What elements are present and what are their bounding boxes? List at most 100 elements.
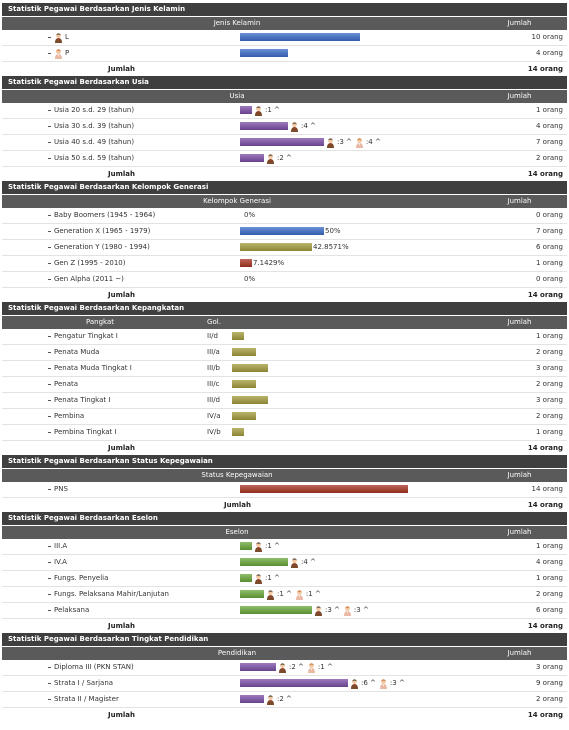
column-header: Eselon xyxy=(225,528,249,536)
stat-row: Generation X (1965 - 1979) 50% 7 orang xyxy=(2,224,567,240)
bullet xyxy=(48,352,51,353)
gender-badge: :2 ^ xyxy=(266,692,292,707)
count-label: 1 orang xyxy=(535,542,563,550)
total-row: Jumlah 14 orang xyxy=(2,62,567,76)
bullet xyxy=(48,610,51,611)
badges: :1 ^ xyxy=(254,103,283,118)
gender-badge: :3 ^ xyxy=(343,603,369,618)
stat-row: Generation Y (1980 - 1994) 42.8571% 6 oran… xyxy=(2,240,567,256)
male-icon xyxy=(55,33,62,43)
bullet xyxy=(48,215,51,216)
stat-row: L 10 orang xyxy=(2,30,567,46)
stat-section: Statistik Pegawai Berdasarkan Jenis Kela… xyxy=(2,3,567,76)
table-header: Jenis Kelamin Jumlah xyxy=(2,16,567,30)
gender-badge: :1 ^ xyxy=(295,587,321,602)
total-value: 14 orang xyxy=(527,501,563,509)
total-label: Jumlah xyxy=(108,65,135,73)
stat-row: Penata Muda Tingkat I III/b 3 orang xyxy=(2,361,567,377)
count-label: 0 orang xyxy=(535,211,563,219)
section-title: Statistik Pegawai Berdasarkan Usia xyxy=(2,76,567,89)
count-label: 4 orang xyxy=(535,49,563,57)
row-label: IV.A xyxy=(54,558,67,566)
bar xyxy=(240,106,252,114)
male-icon xyxy=(351,679,358,689)
gender-badge: :6 ^ xyxy=(350,676,376,691)
bullet xyxy=(48,546,51,547)
percent-label: 50% xyxy=(325,227,341,235)
stat-row: Fungs. Penyelia:1 ^ 1 orang xyxy=(2,571,567,587)
row-label: L xyxy=(65,33,69,41)
badges: :3 ^:3 ^ xyxy=(314,603,372,618)
badge-text: :4 ^ xyxy=(301,558,316,566)
total-label: Jumlah xyxy=(108,711,135,719)
table-header: Eselon Jumlah xyxy=(2,525,567,539)
bar xyxy=(232,412,256,420)
golongan: III/d xyxy=(207,396,220,404)
table-header: Usia Jumlah xyxy=(2,89,567,103)
count-label: 10 orang xyxy=(531,33,563,41)
stat-section: Statistik Pegawai Berdasarkan Eselon Esel… xyxy=(2,512,567,633)
count-label: 7 orang xyxy=(535,227,563,235)
stat-row: P 4 orang xyxy=(2,46,567,62)
bullet xyxy=(48,562,51,563)
total-value: 14 orang xyxy=(527,444,563,452)
male-icon xyxy=(327,138,334,148)
row-label: Generation X (1965 - 1979) xyxy=(54,227,151,235)
total-row: Jumlah 14 orang xyxy=(2,708,567,722)
stat-row: IV.A:4 ^ 4 orang xyxy=(2,555,567,571)
gender-badge: :1 ^ xyxy=(307,660,333,675)
bar xyxy=(240,695,264,703)
bullet xyxy=(48,699,51,700)
stat-row: Pengatur Tingkat I II/d 1 orang xyxy=(2,329,567,345)
section-title: Statistik Pegawai Berdasarkan Kepangkata… xyxy=(2,302,567,315)
count-label: 2 orang xyxy=(535,380,563,388)
badge-text: :1 ^ xyxy=(265,574,280,582)
stat-row: Fungs. Pelaksana Mahir/Lanjutan:1 ^:1 ^ 2… xyxy=(2,587,567,603)
bullet xyxy=(48,231,51,232)
count-label: 1 orang xyxy=(535,574,563,582)
total-row: Jumlah 14 orang xyxy=(2,498,567,512)
bullet xyxy=(48,279,51,280)
stat-row: Pembina Tingkat I IV/b 1 orang xyxy=(2,425,567,441)
bullet xyxy=(48,384,51,385)
count-label: 7 orang xyxy=(535,138,563,146)
column-header: Jumlah xyxy=(507,197,532,205)
column-header: Pendidikan xyxy=(217,649,257,657)
badge-text: :1 ^ xyxy=(305,590,321,598)
total-value: 14 orang xyxy=(527,170,563,178)
bar xyxy=(240,49,288,57)
stat-row: Pelaksana:3 ^:3 ^ 6 orang xyxy=(2,603,567,619)
table-header: Kelompok Generasi Jumlah xyxy=(2,194,567,208)
bar xyxy=(240,243,312,251)
bar xyxy=(240,606,312,614)
bullet xyxy=(48,37,51,38)
badge-text: :2 ^ xyxy=(277,154,292,162)
badge-text: :3 ^ xyxy=(389,679,405,687)
total-value: 14 orang xyxy=(527,65,563,73)
stat-row: Strata I / Sarjana:6 ^:3 ^ 9 orang xyxy=(2,676,567,692)
total-row: Jumlah 14 orang xyxy=(2,167,567,181)
section-title: Statistik Pegawai Berdasarkan Jenis Kela… xyxy=(2,3,567,16)
bar xyxy=(232,364,268,372)
male-icon xyxy=(255,106,262,116)
total-row: Jumlah 14 orang xyxy=(2,441,567,455)
male-icon xyxy=(255,574,262,584)
count-label: 2 orang xyxy=(535,412,563,420)
gender-badge: :3 ^ xyxy=(326,135,352,150)
column-header: Jumlah xyxy=(507,92,532,100)
count-label: 14 orang xyxy=(531,485,563,493)
badges: :1 ^ :1 ^ xyxy=(266,587,324,602)
stat-row: Baby Boomers (1945 - 1964) 0% 0 orang xyxy=(2,208,567,224)
stat-row: Diploma III (PKN STAN):2 ^:1 ^ 3 orang xyxy=(2,660,567,676)
stat-section: Statistik Pegawai Berdasarkan Status Kep… xyxy=(2,455,567,512)
column-header: Kelompok Generasi xyxy=(203,197,271,205)
column-header: Usia xyxy=(229,92,245,100)
bar xyxy=(240,590,264,598)
gender-badge: :1 ^ xyxy=(266,587,292,602)
badge-text: :1 ^ xyxy=(317,663,333,671)
bar xyxy=(240,259,252,267)
bar xyxy=(232,396,268,404)
bar xyxy=(240,574,252,582)
bullet xyxy=(48,594,51,595)
